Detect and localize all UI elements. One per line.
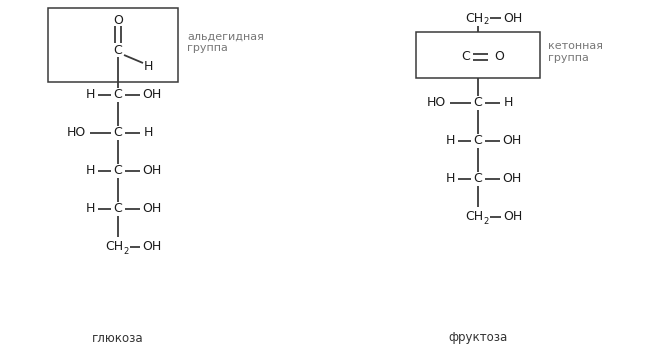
Text: OH: OH (142, 240, 161, 254)
Bar (48, 8, 178, 82)
Text: 2: 2 (124, 247, 129, 256)
Text: H: H (85, 164, 95, 178)
Text: C: C (114, 127, 122, 140)
Text: глюкоза: глюкоза (92, 332, 144, 344)
Text: 2: 2 (483, 216, 489, 226)
Text: HO: HO (66, 127, 86, 140)
Text: C: C (473, 97, 482, 109)
Text: O: O (494, 51, 504, 64)
Text: O: O (113, 13, 123, 26)
Text: H: H (85, 88, 95, 101)
Text: H: H (446, 135, 455, 148)
Text: OH: OH (503, 135, 522, 148)
Text: C: C (473, 172, 482, 185)
Text: C: C (473, 135, 482, 148)
Text: C: C (114, 203, 122, 215)
Text: H: H (85, 203, 95, 215)
Text: HO: HO (426, 97, 446, 109)
Text: CH: CH (465, 11, 483, 24)
Text: OH: OH (142, 203, 161, 215)
Text: 2: 2 (483, 18, 489, 26)
Text: C: C (461, 51, 470, 64)
Text: фруктоза: фруктоза (448, 332, 507, 344)
Text: OH: OH (503, 172, 522, 185)
Text: CH: CH (105, 240, 123, 254)
Text: OH: OH (503, 211, 523, 224)
Text: OH: OH (142, 88, 161, 101)
Bar (416, 32, 540, 78)
Text: H: H (143, 127, 153, 140)
Text: C: C (114, 164, 122, 178)
Text: кетонная
группа: кетонная группа (548, 41, 603, 63)
Text: C: C (114, 43, 122, 56)
Text: альдегидная
группа: альдегидная группа (187, 31, 264, 53)
Text: H: H (503, 97, 513, 109)
Text: H: H (446, 172, 455, 185)
Text: OH: OH (142, 164, 161, 178)
Text: CH: CH (465, 211, 483, 224)
Text: C: C (114, 88, 122, 101)
Text: H: H (143, 60, 153, 73)
Text: OH: OH (503, 11, 523, 24)
